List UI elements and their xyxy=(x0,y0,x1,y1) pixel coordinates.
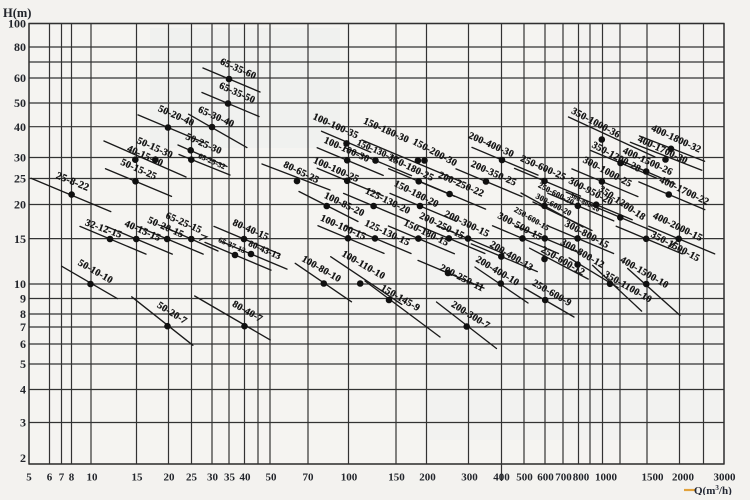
svg-text:80: 80 xyxy=(14,40,26,54)
svg-text:700: 700 xyxy=(555,472,572,484)
svg-text:200: 200 xyxy=(419,472,436,484)
svg-text:4: 4 xyxy=(20,383,26,397)
svg-text:3: 3 xyxy=(20,416,26,430)
svg-text:7: 7 xyxy=(20,320,26,334)
svg-text:20: 20 xyxy=(14,198,26,212)
svg-text:25: 25 xyxy=(14,172,26,186)
svg-text:H(m): H(m) xyxy=(3,6,31,20)
svg-text:6: 6 xyxy=(47,472,53,484)
svg-text:8: 8 xyxy=(20,307,26,321)
svg-text:300: 300 xyxy=(461,472,478,484)
svg-text:60: 60 xyxy=(14,71,26,85)
svg-text:50: 50 xyxy=(14,96,26,110)
svg-text:35: 35 xyxy=(224,472,236,484)
svg-text:400: 400 xyxy=(493,472,510,484)
svg-text:5: 5 xyxy=(20,357,26,371)
svg-text:7: 7 xyxy=(59,472,65,484)
svg-text:500: 500 xyxy=(516,472,533,484)
svg-text:20: 20 xyxy=(164,472,176,484)
svg-text:1000: 1000 xyxy=(595,472,618,484)
svg-text:6: 6 xyxy=(20,337,26,351)
svg-text:1500: 1500 xyxy=(642,472,665,484)
svg-text:600: 600 xyxy=(537,472,554,484)
svg-text:9: 9 xyxy=(20,292,26,306)
svg-text:10: 10 xyxy=(87,472,99,484)
svg-text:30: 30 xyxy=(14,151,26,165)
svg-text:100: 100 xyxy=(341,472,358,484)
svg-text:15: 15 xyxy=(132,472,144,484)
svg-text:70: 70 xyxy=(303,472,315,484)
svg-text:100: 100 xyxy=(8,17,26,31)
svg-text:10: 10 xyxy=(14,277,26,291)
svg-text:40: 40 xyxy=(14,120,26,134)
svg-text:2: 2 xyxy=(20,451,26,465)
svg-text:15: 15 xyxy=(14,232,26,246)
svg-text:150: 150 xyxy=(388,472,405,484)
svg-text:5: 5 xyxy=(26,472,32,484)
svg-text:2000: 2000 xyxy=(672,472,695,484)
svg-text:30: 30 xyxy=(207,472,219,484)
svg-text:800: 800 xyxy=(573,472,590,484)
svg-text:8: 8 xyxy=(69,472,75,484)
svg-text:3000: 3000 xyxy=(714,472,737,484)
svg-text:Q(m3/h): Q(m3/h) xyxy=(694,484,732,495)
svg-text:40: 40 xyxy=(240,472,252,484)
svg-text:50: 50 xyxy=(266,472,278,484)
svg-text:25: 25 xyxy=(186,472,198,484)
